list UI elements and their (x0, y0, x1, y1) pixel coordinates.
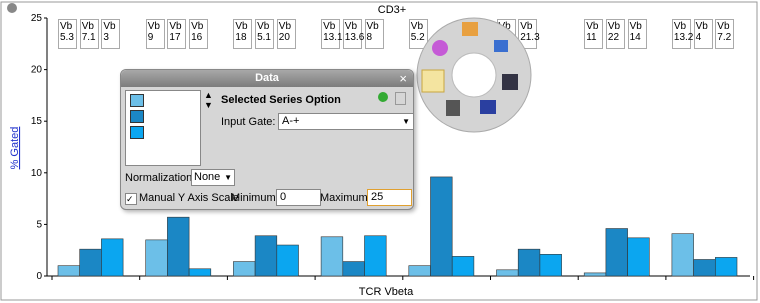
icon[interactable] (7, 3, 17, 13)
move-buttons[interactable]: ▲ ▼ (204, 90, 213, 110)
category-label: Vb 7.1 (79, 19, 99, 49)
bar (364, 235, 387, 277)
swatch (130, 126, 144, 139)
category-label: Vb 13.6 (342, 19, 364, 49)
bar (693, 259, 716, 277)
minimum-input[interactable]: 0 (276, 189, 321, 206)
input-gate-value: A-+ (282, 115, 300, 127)
bar (714, 257, 738, 277)
y-tick-label: 15 (31, 116, 43, 127)
bar (320, 236, 344, 277)
bar (496, 269, 519, 277)
maximum-label: Maximum (320, 192, 368, 204)
export-icon[interactable] (480, 100, 496, 114)
data-dialog: Data × ▲ ▼ Selected Series Option Input G… (120, 69, 414, 210)
bar (233, 261, 256, 277)
bar (539, 254, 562, 277)
data-icon[interactable] (421, 69, 445, 93)
category-label: Vb 3 (101, 19, 121, 49)
minimum-label: Minimum (231, 192, 276, 204)
swatch (130, 94, 144, 107)
normalization-select[interactable]: None ▼ (191, 169, 235, 186)
radial-menu[interactable] (412, 12, 542, 142)
x-axis-label: TCR Vbeta (359, 286, 414, 298)
category-label: Vb 16 (189, 19, 209, 49)
bar (605, 228, 628, 277)
bar (188, 268, 212, 277)
bar (79, 248, 102, 277)
edit-icon[interactable] (462, 22, 478, 36)
category-label: Vb 13.1 (321, 19, 343, 49)
bar (430, 176, 453, 277)
y-tick-label: 20 (31, 65, 43, 76)
delete-button[interactable] (395, 92, 406, 105)
y-tick-label: 0 (36, 271, 42, 282)
category-label: Vb 8 (364, 19, 384, 49)
category-label: Vb 18 (233, 19, 253, 49)
axis-icon[interactable] (446, 100, 460, 116)
category-label: Vb 22 (605, 19, 625, 49)
close-button[interactable]: × (399, 71, 407, 86)
dialog-title: Data (121, 70, 413, 87)
section-title: Selected Series Option (221, 94, 341, 106)
category-label: Vb 4 (693, 19, 713, 49)
bar (57, 265, 81, 277)
bar (276, 244, 299, 277)
y-tick-label: 10 (31, 168, 43, 179)
input-gate-select[interactable]: A-+ ▼ (278, 113, 414, 130)
manual-scale-checkbox[interactable]: ✓ (125, 193, 137, 205)
bar (254, 235, 278, 277)
category-label: Vb 9 (145, 19, 165, 49)
chart-title: CD3+ (378, 4, 406, 16)
category-label: Vb 5.2 (408, 19, 428, 49)
manual-scale-label: Manual Y Axis Scale (139, 192, 239, 204)
percent-icon[interactable] (494, 40, 508, 52)
add-button[interactable] (378, 92, 388, 102)
swatch (130, 110, 144, 123)
category-label: Vb 14 (627, 19, 647, 49)
category-label: Vb 5.1 (255, 19, 275, 49)
category-label: Vb 13.2 (671, 19, 693, 49)
category-label: Vb 7.2 (715, 19, 735, 49)
bar (167, 216, 190, 277)
bar (627, 237, 650, 277)
y-axis-label[interactable]: % Gated (9, 127, 21, 170)
font-icon[interactable] (502, 74, 518, 90)
series-list[interactable] (125, 90, 201, 166)
normalization-label: Normalization (125, 172, 193, 184)
bar (342, 261, 365, 277)
input-gate-label: Input Gate: (221, 116, 276, 128)
bar (671, 233, 694, 277)
bar (517, 248, 541, 277)
category-label: Vb 17 (167, 19, 187, 49)
bar (408, 265, 431, 277)
category-label: Vb 20 (276, 19, 296, 49)
menu-hole (451, 52, 497, 98)
category-label: Vb 11 (584, 19, 604, 49)
bar (101, 238, 124, 277)
y-tick-label: 5 (36, 219, 42, 230)
maximum-input[interactable]: 25 (367, 189, 412, 206)
bar (583, 272, 607, 277)
y-tick-label: 25 (31, 13, 43, 24)
bar (145, 239, 168, 277)
category-label: Vb 5.3 (58, 19, 77, 49)
bar (451, 256, 475, 277)
color-icon[interactable] (432, 40, 448, 56)
normalization-value: None (194, 171, 221, 183)
category-label: Vb 21.3 (518, 19, 540, 49)
